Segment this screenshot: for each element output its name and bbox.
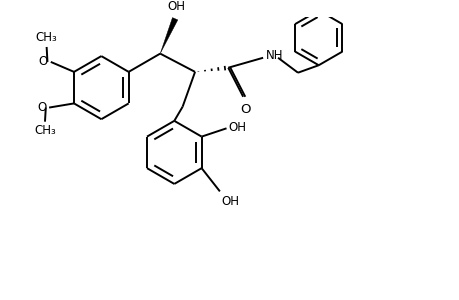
Text: NH: NH <box>265 49 282 62</box>
Text: OH: OH <box>228 121 246 134</box>
Text: O: O <box>240 103 251 116</box>
Text: CH₃: CH₃ <box>34 124 56 137</box>
Polygon shape <box>160 18 178 54</box>
Text: OH: OH <box>221 195 239 208</box>
Text: OH: OH <box>168 0 185 13</box>
Text: O: O <box>38 55 47 68</box>
Text: CH₃: CH₃ <box>36 31 57 44</box>
Text: O: O <box>37 101 46 114</box>
